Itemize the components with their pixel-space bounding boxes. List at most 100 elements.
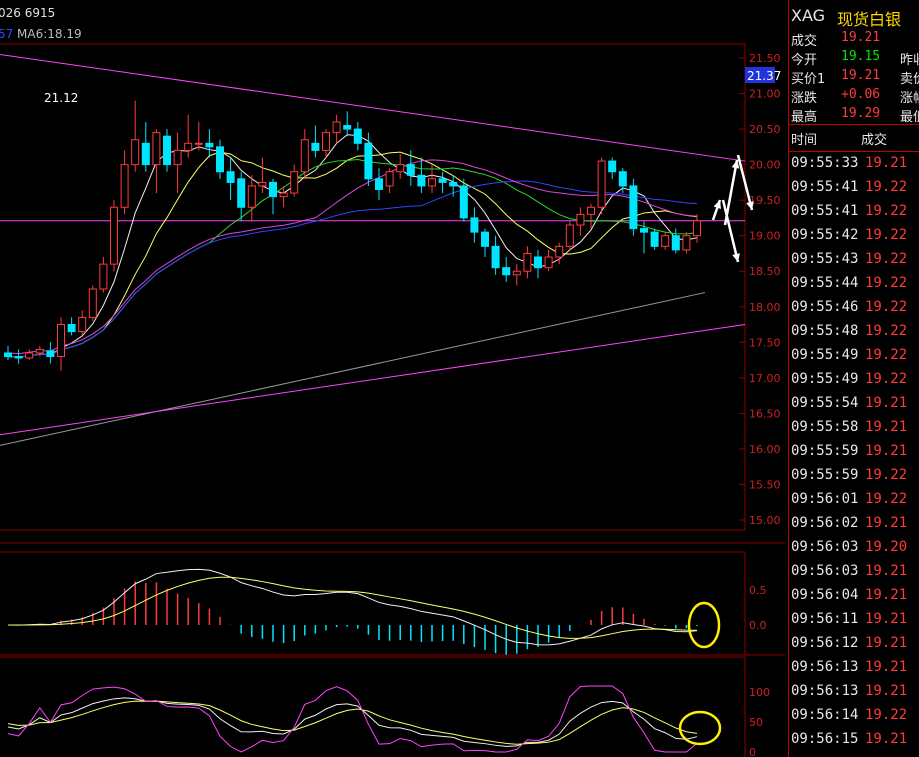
candle-body xyxy=(353,128,362,144)
candle-body xyxy=(131,139,140,166)
tick-time: 09:55:49 xyxy=(791,347,859,363)
tick-row: 09:55:44 19.22 xyxy=(789,275,919,299)
tick-row: 09:56:15 19.21 xyxy=(789,731,919,755)
candle-body xyxy=(481,231,489,247)
tick-time: 09:55:59 xyxy=(791,443,859,459)
tick-time: 09:56:02 xyxy=(791,515,859,531)
price-axis-label: 17.00 xyxy=(749,372,781,385)
tick-price: 19.22 xyxy=(865,299,908,315)
candle-body xyxy=(311,142,320,151)
arrow-up-large-head xyxy=(731,160,740,169)
tick-row: 09:56:14 19.22 xyxy=(789,707,919,731)
candle-body xyxy=(14,356,23,359)
quote-panel: XAG 现货白银 成交 19.21 今开 19.15 昨收买价1 19.21 卖价涨跌 +0.… xyxy=(788,0,919,757)
tick-price: 19.22 xyxy=(865,227,908,243)
candle-body xyxy=(428,178,436,187)
candle-body xyxy=(587,206,595,215)
candle-body xyxy=(205,142,214,148)
candle-body xyxy=(99,263,108,290)
candle-body xyxy=(88,288,97,318)
arrow-down-large xyxy=(721,199,740,263)
ma30-line xyxy=(7,159,698,355)
candle-body xyxy=(258,181,267,187)
candle-body xyxy=(279,192,288,198)
candle-body xyxy=(67,324,76,333)
tick-price: 19.21 xyxy=(865,395,908,411)
quote-row: 成交 19.21 xyxy=(789,30,919,49)
quote-label: 最高 xyxy=(791,110,818,125)
tick-price: 19.21 xyxy=(865,443,908,459)
tick-row: 09:55:41 19.22 xyxy=(789,203,919,227)
tick-row: 09:56:13 19.21 xyxy=(789,659,919,683)
tick-table-header: 时间 成交 xyxy=(789,124,919,152)
quote-value: 19.15 xyxy=(841,49,881,64)
tick-time: 09:55:49 xyxy=(791,371,859,387)
candle-body xyxy=(650,231,659,247)
tick-price: 19.21 xyxy=(865,635,908,651)
candle-body xyxy=(152,132,161,166)
candle-body xyxy=(544,256,553,269)
tick-row: 09:55:59 19.22 xyxy=(789,467,919,491)
quote-value: 19.21 xyxy=(841,68,881,83)
tick-row: 09:56:01 19.22 xyxy=(789,491,919,515)
tick-time: 09:55:46 xyxy=(791,299,859,315)
tick-row: 09:56:04 19.21 xyxy=(789,587,919,611)
candle-body xyxy=(343,125,352,130)
candle-body xyxy=(459,185,468,219)
ma120-line xyxy=(0,292,706,446)
candle-body xyxy=(491,245,500,269)
candle-body xyxy=(78,316,87,333)
price-axis-label: 19.00 xyxy=(749,230,781,243)
tick-price: 19.21 xyxy=(865,611,908,627)
kdj-k-line xyxy=(7,697,698,747)
quote-label-2: 昨收 xyxy=(900,53,919,68)
kdj-axis-label: 0 xyxy=(749,746,756,757)
price-axis-label: 20.50 xyxy=(749,123,781,136)
tick-time: 09:56:13 xyxy=(791,683,859,699)
tick-time: 09:56:14 xyxy=(791,707,859,723)
candle-body xyxy=(290,171,299,194)
quote-value: +0.06 xyxy=(841,87,881,102)
tick-row: 09:55:48 19.22 xyxy=(789,323,919,347)
candle-body xyxy=(640,228,648,233)
tick-time: 09:55:44 xyxy=(791,275,859,291)
trendline-lower xyxy=(0,324,746,436)
kline-chart[interactable]: 026 6915 57 MA6:18.19 21.50 21.00 20.50 20.… xyxy=(0,0,785,757)
tick-price: 19.22 xyxy=(865,467,908,483)
symbol-name: 现货白银 xyxy=(837,10,902,29)
tick-row: 09:55:49 19.22 xyxy=(789,371,919,395)
price-axis-label: 21.50 xyxy=(749,52,781,65)
quote-label-2: 涨幅 xyxy=(900,91,919,106)
candle-body xyxy=(385,171,394,187)
candle-body xyxy=(534,256,542,269)
candle-body xyxy=(671,235,680,251)
tick-row: 09:55:49 19.22 xyxy=(789,347,919,371)
candle-body xyxy=(502,267,511,276)
symbol-code: XAG xyxy=(791,6,826,25)
kline-chart-area[interactable]: 026 6915 57 MA6:18.19 21.50 21.00 20.50 20.… xyxy=(0,0,785,757)
tick-time: 09:55:33 xyxy=(791,155,859,171)
candle-body xyxy=(608,160,617,173)
price-axis-label: 15.00 xyxy=(749,514,781,527)
tick-price: 19.21 xyxy=(865,155,908,171)
price-axis-label: 16.50 xyxy=(749,407,781,420)
tick-price: 19.21 xyxy=(865,419,908,435)
candle-body xyxy=(247,185,256,208)
quote-title: XAG 现货白银 xyxy=(789,6,919,30)
tick-time: 09:55:54 xyxy=(791,395,859,411)
tick-time: 09:56:03 xyxy=(791,539,859,555)
quote-row: 买价1 19.21 卖价 xyxy=(789,68,919,87)
quote-row: 最高 19.29 最低 xyxy=(789,106,919,125)
tick-time: 09:56:15 xyxy=(791,731,859,747)
candle-body xyxy=(417,174,426,187)
quote-row: 涨跌 +0.06 涨幅 xyxy=(789,87,919,106)
macd-dea-line xyxy=(7,576,698,639)
tick-row: 09:55:54 19.21 xyxy=(789,395,919,419)
quote-label-2: 最低 xyxy=(900,110,919,125)
current-price-text: 21.37 xyxy=(747,69,781,83)
tick-price: 19.21 xyxy=(865,683,908,699)
tick-row: 09:55:33 19.21 xyxy=(789,155,919,179)
macd-dif-line xyxy=(7,568,698,646)
tick-price: 19.22 xyxy=(865,491,908,507)
quote-label-2: 卖价 xyxy=(900,72,919,87)
